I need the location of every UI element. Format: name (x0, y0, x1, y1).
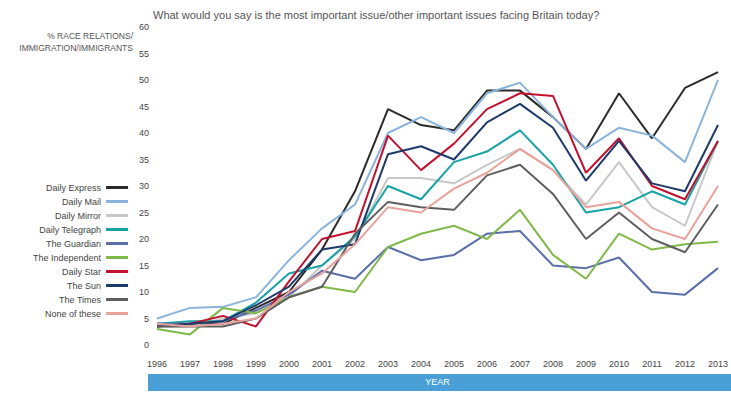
svg-text:2002: 2002 (345, 359, 365, 369)
svg-text:None of these: None of these (45, 309, 101, 319)
svg-text:2012: 2012 (675, 359, 695, 369)
svg-text:2004: 2004 (411, 359, 431, 369)
svg-text:0: 0 (144, 340, 149, 350)
svg-text:The Independent: The Independent (33, 253, 102, 263)
svg-text:1997: 1997 (180, 359, 200, 369)
svg-text:1998: 1998 (213, 359, 233, 369)
svg-text:10: 10 (139, 287, 149, 297)
svg-text:2011: 2011 (642, 359, 661, 369)
svg-text:45: 45 (139, 102, 149, 112)
svg-text:2001: 2001 (312, 359, 332, 369)
svg-text:15: 15 (139, 261, 149, 271)
svg-text:2009: 2009 (576, 359, 596, 369)
svg-text:% RACE RELATIONS/: % RACE RELATIONS/ (47, 31, 133, 41)
svg-text:1996: 1996 (147, 359, 167, 369)
svg-text:2000: 2000 (279, 359, 299, 369)
svg-text:The Guardian: The Guardian (46, 239, 101, 249)
svg-text:The Times: The Times (59, 295, 102, 305)
svg-text:Daily Telegraph: Daily Telegraph (39, 225, 101, 235)
svg-text:40: 40 (139, 128, 149, 138)
svg-text:20: 20 (139, 234, 149, 244)
svg-text:2010: 2010 (609, 359, 629, 369)
svg-text:Daily Mail: Daily Mail (62, 197, 101, 207)
svg-text:YEAR: YEAR (425, 377, 450, 387)
svg-text:2013: 2013 (708, 359, 728, 369)
svg-text:2006: 2006 (477, 359, 497, 369)
svg-text:2007: 2007 (510, 359, 530, 369)
svg-text:50: 50 (139, 75, 149, 85)
svg-text:IMMIGRATION/IMMIGRANTS: IMMIGRATION/IMMIGRANTS (19, 43, 133, 53)
svg-text:2008: 2008 (543, 359, 563, 369)
svg-text:5: 5 (144, 314, 149, 324)
svg-text:What would you say is the most: What would you say is the most important… (153, 9, 599, 21)
svg-text:55: 55 (139, 49, 149, 59)
svg-text:30: 30 (139, 181, 149, 191)
svg-text:25: 25 (139, 208, 149, 218)
svg-text:35: 35 (139, 155, 149, 165)
svg-text:The Sun: The Sun (67, 281, 101, 291)
svg-text:Daily Star: Daily Star (62, 267, 101, 277)
svg-text:Daily Mirror: Daily Mirror (55, 211, 101, 221)
svg-text:1999: 1999 (246, 359, 266, 369)
svg-text:2003: 2003 (378, 359, 398, 369)
svg-text:Daily Express: Daily Express (46, 183, 102, 193)
svg-text:60: 60 (139, 22, 149, 32)
svg-text:2005: 2005 (444, 359, 464, 369)
